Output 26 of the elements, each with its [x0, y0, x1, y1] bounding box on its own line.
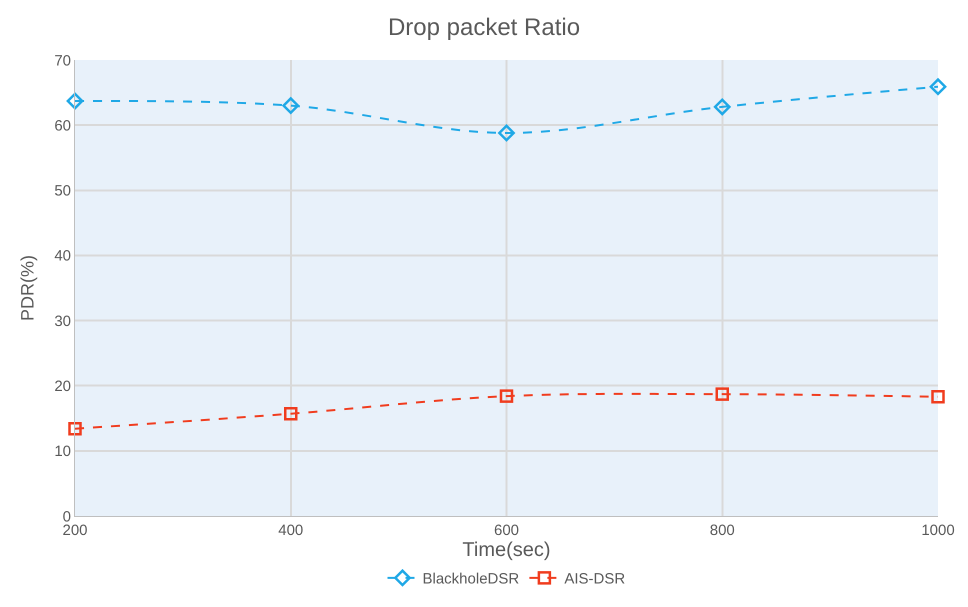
- point: [66, 92, 84, 110]
- y-tick-label: 20: [54, 378, 71, 395]
- x-tick-label: 600: [494, 522, 520, 539]
- point: [931, 390, 945, 404]
- y-tick-label: 40: [54, 248, 71, 265]
- y-tick-label: 10: [54, 443, 71, 460]
- point: [500, 389, 514, 403]
- y-tick-label: 60: [54, 117, 71, 134]
- point: [284, 406, 298, 420]
- point: [68, 422, 82, 436]
- x-tick-label: 1000: [921, 522, 955, 539]
- point: [498, 124, 515, 142]
- chart-title: Drop packet Ratio: [388, 14, 580, 42]
- point: [716, 387, 729, 401]
- x-tick-label: 800: [710, 522, 735, 539]
- y-tick-label: 30: [54, 312, 71, 330]
- x-tick-label: 400: [278, 522, 304, 539]
- point: [930, 78, 946, 96]
- legend-label: AIS-DSR: [564, 570, 626, 588]
- point: [282, 97, 300, 114]
- x-axis-title: Time(sec): [462, 539, 551, 561]
- point: [714, 98, 731, 116]
- y-tick-label: 50: [54, 182, 71, 200]
- y-axis-title: PDR(%): [18, 255, 38, 321]
- legend-label: BlackholeDSR: [422, 570, 520, 588]
- y-tick-label: 70: [54, 52, 71, 70]
